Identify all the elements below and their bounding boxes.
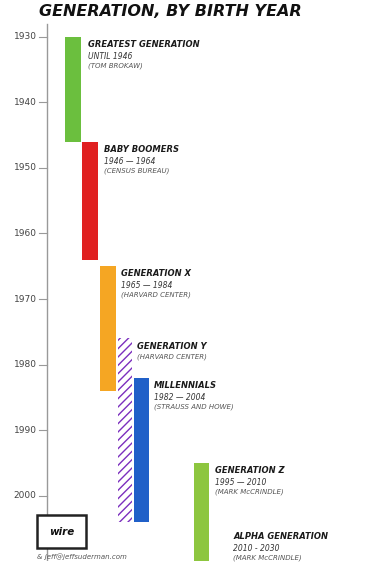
Text: 1970: 1970 (14, 294, 37, 303)
Text: 2010 - 2030: 2010 - 2030 (234, 544, 280, 553)
Bar (82, 142, 98, 260)
Bar (194, 463, 209, 561)
Text: 1946 — 1964: 1946 — 1964 (104, 156, 155, 166)
Text: wire: wire (49, 527, 74, 537)
Text: UNTIL 1946: UNTIL 1946 (88, 52, 132, 61)
Text: 1940: 1940 (14, 98, 37, 107)
Text: BABY BOOMERS: BABY BOOMERS (104, 145, 179, 154)
Bar (37, 515, 86, 548)
Text: 1965 — 1984: 1965 — 1984 (122, 281, 173, 290)
Text: (HARVARD CENTER): (HARVARD CENTER) (122, 292, 191, 298)
Bar (134, 378, 149, 522)
Text: (TOM BROKAW): (TOM BROKAW) (88, 62, 142, 69)
Text: 1930: 1930 (14, 32, 37, 41)
Text: 1990: 1990 (14, 426, 37, 435)
Text: (STRAUSS AND HOWE): (STRAUSS AND HOWE) (154, 403, 234, 410)
Text: (MARK McCRINDLE): (MARK McCRINDLE) (234, 555, 302, 561)
Bar (66, 37, 81, 142)
Text: GENERATION, BY BIRTH YEAR: GENERATION, BY BIRTH YEAR (39, 4, 302, 19)
Text: GENERATION X: GENERATION X (122, 269, 191, 278)
Text: & jeff@jeffsuderman.com: & jeff@jeffsuderman.com (37, 553, 127, 560)
Text: 1950: 1950 (14, 163, 37, 172)
Text: 1995 — 2010: 1995 — 2010 (215, 478, 266, 487)
Text: ALPHA GENERATION: ALPHA GENERATION (234, 532, 328, 541)
Text: GENERATION Y: GENERATION Y (138, 342, 207, 350)
Text: (CENSUS BUREAU): (CENSUS BUREAU) (104, 167, 169, 174)
Text: MILLENNIALS: MILLENNIALS (154, 381, 217, 390)
Bar (100, 266, 116, 391)
Text: 1960: 1960 (14, 229, 37, 238)
Text: 1982 — 2004: 1982 — 2004 (154, 393, 205, 402)
Text: (HARVARD CENTER): (HARVARD CENTER) (138, 353, 207, 360)
Text: GENERATION Z: GENERATION Z (215, 466, 284, 475)
Text: GREATEST GENERATION: GREATEST GENERATION (88, 40, 199, 49)
Text: 2000: 2000 (14, 491, 37, 500)
Text: (MARK McCRINDLE): (MARK McCRINDLE) (215, 489, 283, 495)
Text: 1980: 1980 (14, 360, 37, 369)
Bar (118, 338, 132, 522)
